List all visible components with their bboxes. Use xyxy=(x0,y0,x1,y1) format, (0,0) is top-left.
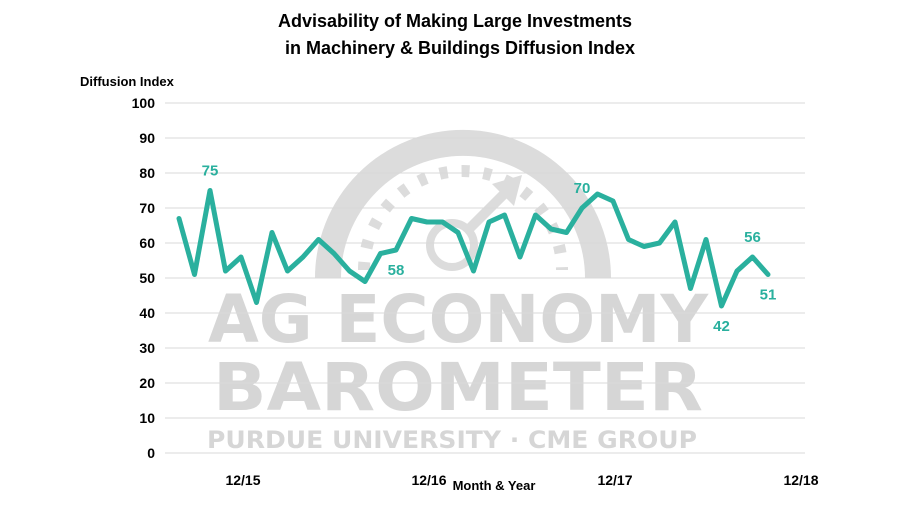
y-axis-title: Diffusion Index xyxy=(80,74,175,89)
data-point xyxy=(394,248,398,252)
y-tick-label: 60 xyxy=(139,235,155,251)
y-tick-label: 30 xyxy=(139,340,155,356)
x-tick-label: 12/18 xyxy=(783,472,818,488)
y-tick-labels: 0 10 20 30 40 50 60 70 80 90 100 xyxy=(132,95,156,461)
watermark-line1: AG ECONOMY xyxy=(208,281,709,358)
chart-title-line1: Advisability of Making Large Investments xyxy=(278,11,632,31)
y-tick-label: 90 xyxy=(139,130,155,146)
y-tick-label: 20 xyxy=(139,375,155,391)
data-label: 51 xyxy=(760,287,777,304)
data-point xyxy=(735,269,739,273)
data-point xyxy=(611,199,615,203)
data-label: 58 xyxy=(388,262,405,279)
y-tick-label: 40 xyxy=(139,305,155,321)
gauge-hub xyxy=(426,219,478,271)
series-line-group xyxy=(176,188,771,309)
data-point xyxy=(177,216,181,221)
data-point xyxy=(363,279,367,284)
data-point xyxy=(254,300,259,305)
x-tick-label: 12/16 xyxy=(411,472,446,488)
data-point xyxy=(223,269,228,273)
x-axis-title: Month & Year xyxy=(453,478,536,493)
y-tick-label: 0 xyxy=(147,445,155,461)
data-point xyxy=(750,255,755,259)
data-point xyxy=(595,192,600,196)
data-point xyxy=(347,269,352,273)
data-point xyxy=(626,237,631,242)
y-tick-label: 10 xyxy=(139,410,155,426)
data-point xyxy=(192,272,197,277)
watermark-line3: PURDUE UNIVERSITY · CME GROUP xyxy=(207,426,697,454)
data-labels: 75 58 70 42 56 51 xyxy=(202,163,777,336)
data-label: 56 xyxy=(744,229,761,246)
data-point xyxy=(425,220,429,224)
data-point xyxy=(564,230,569,235)
data-point xyxy=(766,272,770,277)
data-point xyxy=(456,230,460,235)
data-label: 70 xyxy=(574,180,591,197)
x-tick-label: 12/17 xyxy=(597,472,632,488)
x-tick-label: 12/15 xyxy=(225,472,260,488)
chart-title-line2: in Machinery & Buildings Diffusion Index xyxy=(285,38,635,58)
gauge-dashes xyxy=(358,165,568,271)
data-point xyxy=(704,237,708,242)
y-tick-label: 50 xyxy=(139,270,155,286)
data-point xyxy=(332,251,336,256)
data-point xyxy=(487,220,491,224)
data-point xyxy=(518,255,522,259)
barometer-watermark: AG ECONOMY BAROMETER PURDUE UNIVERSITY ·… xyxy=(207,130,709,454)
data-point xyxy=(208,188,212,193)
data-point xyxy=(580,206,584,210)
gauge-arrowhead xyxy=(492,175,522,206)
x-tick-labels: 12/15 12/16 12/17 12/18 xyxy=(225,472,818,488)
y-tick-label: 70 xyxy=(139,200,155,216)
data-point xyxy=(285,269,290,273)
data-point xyxy=(719,304,724,308)
y-tick-label: 80 xyxy=(139,165,155,181)
data-point xyxy=(533,213,538,217)
data-point xyxy=(657,241,662,245)
gauge-needle xyxy=(466,186,512,232)
data-point xyxy=(673,220,677,224)
data-point xyxy=(471,269,476,273)
watermark-line2: BAROMETER xyxy=(213,349,703,426)
gridlines xyxy=(165,102,805,454)
data-point xyxy=(409,216,414,221)
y-tick-label: 100 xyxy=(132,95,156,111)
data-point xyxy=(688,286,693,291)
data-point xyxy=(502,213,507,217)
data-label: 75 xyxy=(202,163,219,180)
data-point xyxy=(301,255,305,259)
data-point xyxy=(378,251,383,256)
gauge-arc xyxy=(315,130,611,279)
data-point xyxy=(270,230,274,235)
data-label: 42 xyxy=(713,318,730,335)
data-point xyxy=(239,255,243,259)
data-point xyxy=(440,220,445,224)
data-point xyxy=(642,244,646,249)
data-point xyxy=(316,237,321,242)
data-point xyxy=(549,227,553,231)
